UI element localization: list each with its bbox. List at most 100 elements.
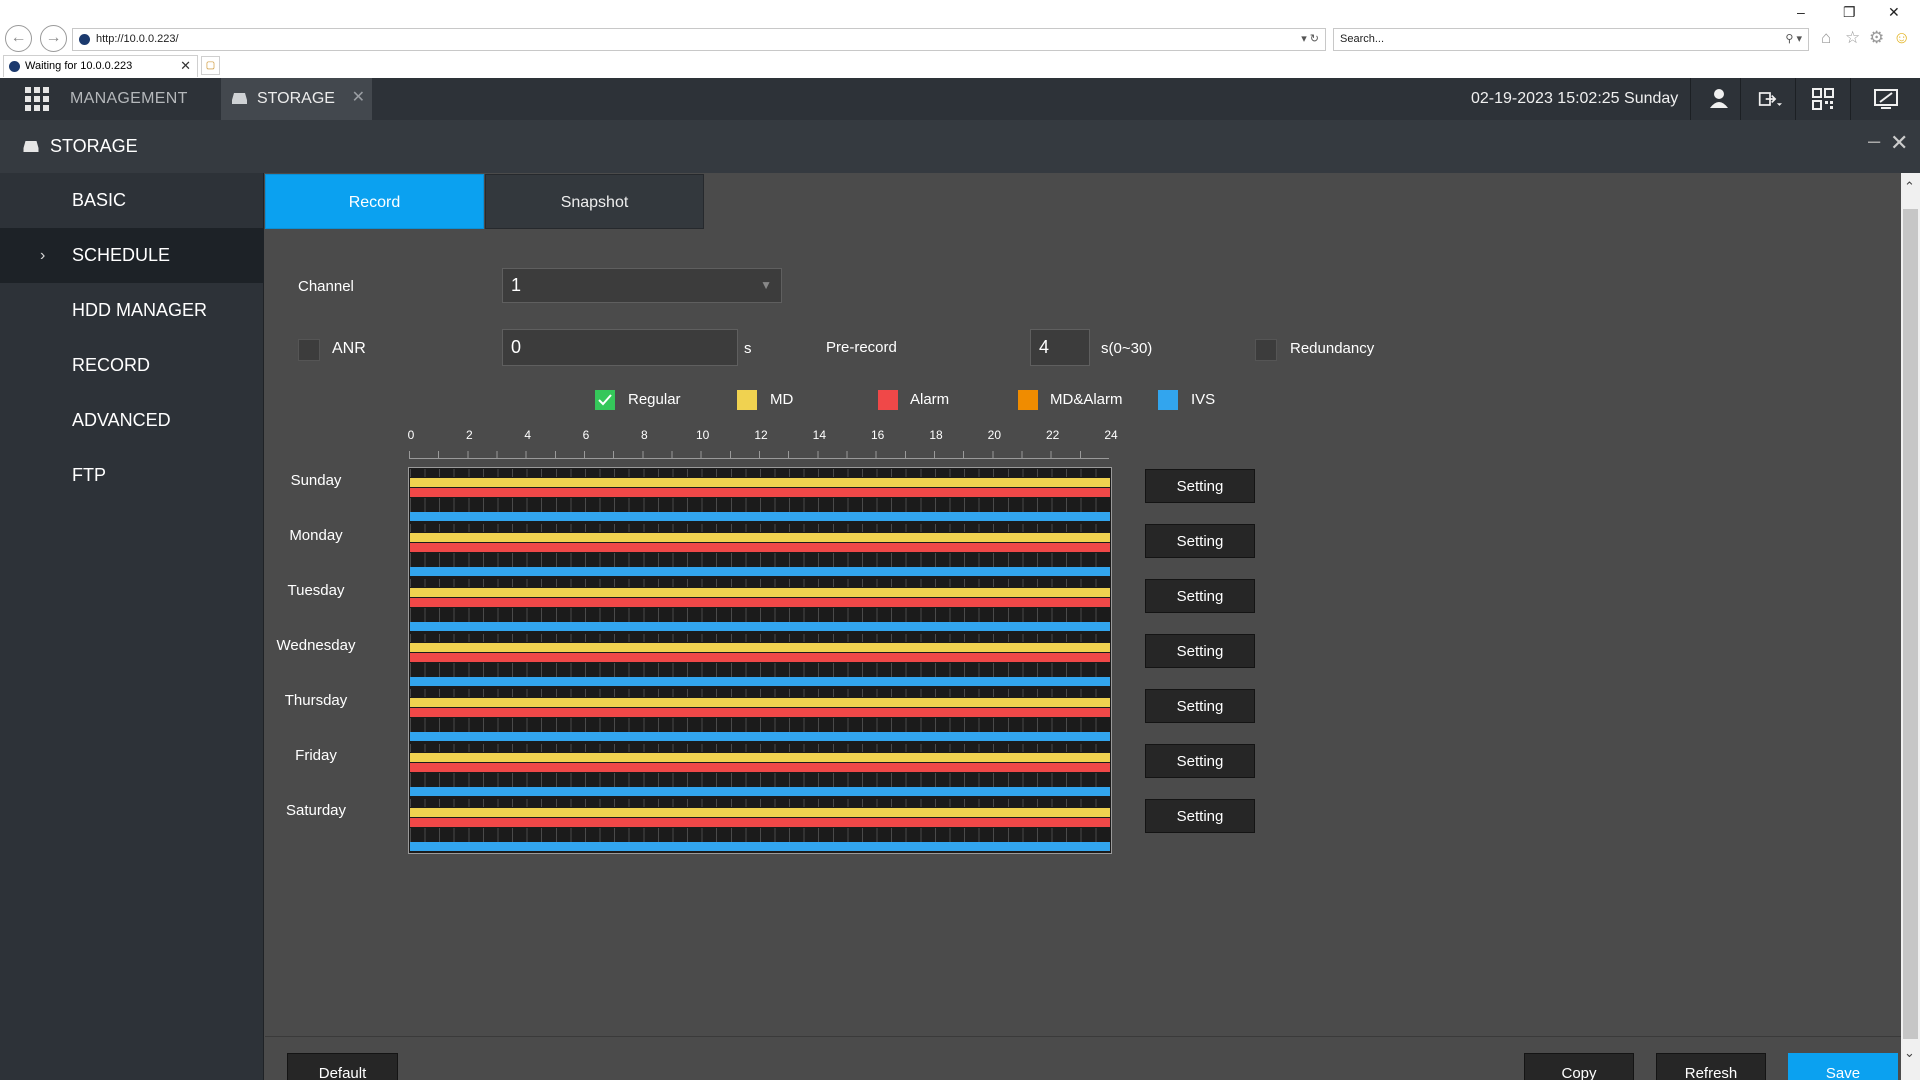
channel-select[interactable]: 1 ▼ bbox=[502, 268, 782, 303]
setting-button-wednesday[interactable]: Setting bbox=[1145, 634, 1255, 668]
ivs-schedule-strip[interactable] bbox=[410, 787, 1110, 796]
alarm-schedule-strip[interactable] bbox=[410, 653, 1110, 662]
setting-button-friday[interactable]: Setting bbox=[1145, 744, 1255, 778]
tick-strip[interactable] bbox=[410, 524, 1110, 532]
md-schedule-strip[interactable] bbox=[410, 588, 1110, 597]
fullscreen-monitor-icon[interactable] bbox=[1874, 88, 1898, 110]
close-panel-icon[interactable]: ✕ bbox=[1890, 130, 1909, 155]
setting-button-monday[interactable]: Setting bbox=[1145, 524, 1255, 558]
default-button[interactable]: Default bbox=[287, 1053, 398, 1080]
management-menu[interactable]: MANAGEMENT bbox=[70, 90, 188, 107]
disk-icon bbox=[232, 93, 247, 104]
setting-button-saturday[interactable]: Setting bbox=[1145, 799, 1255, 833]
sidebar-item-label: ADVANCED bbox=[72, 410, 171, 430]
restore-window-icon[interactable]: ❐ bbox=[1843, 4, 1856, 20]
prerecord-input[interactable]: 4 bbox=[1030, 329, 1090, 366]
md-checkbox[interactable] bbox=[737, 390, 757, 410]
alarm-schedule-strip[interactable] bbox=[410, 598, 1110, 607]
new-tab-button[interactable]: ▢ bbox=[201, 56, 220, 75]
alarm-schedule-strip[interactable] bbox=[410, 488, 1110, 497]
md-schedule-strip[interactable] bbox=[410, 698, 1110, 707]
browser-tab[interactable]: Waiting for 10.0.0.223 ✕ bbox=[3, 55, 198, 77]
vertical-scrollbar[interactable]: ⌃ ⌄ bbox=[1901, 173, 1920, 1080]
ivs-schedule-strip[interactable] bbox=[410, 677, 1110, 686]
search-icon[interactable]: ⚲ ▾ bbox=[1785, 33, 1802, 45]
sidebar-item-ftp[interactable]: FTP bbox=[0, 448, 264, 503]
scrollbar-thumb[interactable] bbox=[1903, 209, 1918, 1039]
sidebar-item-schedule[interactable]: › SCHEDULE bbox=[0, 228, 264, 283]
sidebar-item-advanced[interactable]: ADVANCED bbox=[0, 393, 264, 448]
ivs-schedule-strip[interactable] bbox=[410, 622, 1110, 631]
alarm-schedule-strip[interactable] bbox=[410, 818, 1110, 827]
tick-strip[interactable] bbox=[410, 469, 1110, 477]
settings-gear-icon[interactable]: ⚙ bbox=[1869, 28, 1885, 47]
tab-snapshot[interactable]: Snapshot bbox=[485, 174, 704, 229]
sidebar-item-hdd-manager[interactable]: HDD MANAGER bbox=[0, 283, 264, 338]
alarm-schedule-strip[interactable] bbox=[410, 708, 1110, 717]
minimize-panel-icon[interactable]: – bbox=[1868, 128, 1881, 153]
tick-strip[interactable] bbox=[410, 689, 1110, 697]
ivs-schedule-strip[interactable] bbox=[410, 842, 1110, 851]
tick-strip[interactable] bbox=[410, 773, 1110, 787]
tick-strip[interactable] bbox=[410, 744, 1110, 752]
anr-input[interactable]: 0 bbox=[502, 329, 738, 366]
tick-strip[interactable] bbox=[410, 718, 1110, 732]
tick-strip[interactable] bbox=[410, 828, 1110, 842]
anr-checkbox[interactable] bbox=[298, 339, 320, 361]
apps-grid-icon[interactable] bbox=[25, 87, 49, 111]
scroll-up-icon[interactable]: ⌃ bbox=[1904, 179, 1915, 194]
alarm-schedule-strip[interactable] bbox=[410, 763, 1110, 772]
ivs-schedule-strip[interactable] bbox=[410, 567, 1110, 576]
ivs-schedule-strip[interactable] bbox=[410, 732, 1110, 741]
setting-button-thursday[interactable]: Setting bbox=[1145, 689, 1255, 723]
search-input[interactable]: Search... ⚲ ▾ bbox=[1333, 28, 1809, 51]
close-tab-icon[interactable]: ✕ bbox=[180, 58, 191, 73]
ivs-checkbox[interactable] bbox=[1158, 390, 1178, 410]
home-icon[interactable]: ⌂ bbox=[1821, 28, 1832, 47]
tab-record[interactable]: Record bbox=[265, 174, 484, 229]
refresh-button[interactable]: Refresh bbox=[1656, 1053, 1766, 1080]
md-schedule-strip[interactable] bbox=[410, 643, 1110, 652]
save-button[interactable]: Save bbox=[1788, 1053, 1898, 1080]
tick-strip[interactable] bbox=[410, 553, 1110, 567]
setting-button-tuesday[interactable]: Setting bbox=[1145, 579, 1255, 613]
tick-strip[interactable] bbox=[410, 663, 1110, 677]
sidebar-item-record[interactable]: RECORD bbox=[0, 338, 264, 393]
redundancy-checkbox[interactable] bbox=[1255, 339, 1277, 361]
regular-checkbox[interactable] bbox=[595, 390, 615, 410]
user-icon[interactable] bbox=[1707, 88, 1731, 110]
tick-strip[interactable] bbox=[410, 799, 1110, 807]
storage-app-tab[interactable]: STORAGE ✕ bbox=[221, 78, 372, 120]
minimize-window-icon[interactable]: – bbox=[1797, 4, 1805, 20]
scroll-down-icon[interactable]: ⌄ bbox=[1904, 1045, 1915, 1060]
logout-icon[interactable] bbox=[1758, 88, 1782, 110]
md-alarm-checkbox[interactable] bbox=[1018, 390, 1038, 410]
back-icon[interactable]: ← bbox=[5, 25, 32, 52]
alarm-schedule-strip[interactable] bbox=[410, 543, 1110, 552]
tick-strip[interactable] bbox=[410, 498, 1110, 512]
refresh-icon[interactable]: ▾ ↻ bbox=[1301, 33, 1319, 45]
tick-strip[interactable] bbox=[410, 634, 1110, 642]
sidebar-item-basic[interactable]: BASIC bbox=[0, 173, 264, 228]
md-schedule-strip[interactable] bbox=[410, 478, 1110, 487]
setting-button-sunday[interactable]: Setting bbox=[1145, 469, 1255, 503]
close-storage-tab-icon[interactable]: ✕ bbox=[351, 89, 365, 106]
smiley-icon[interactable]: ☺ bbox=[1893, 28, 1911, 47]
md-schedule-strip[interactable] bbox=[410, 533, 1110, 542]
copy-button[interactable]: Copy bbox=[1524, 1053, 1634, 1080]
tick-strip[interactable] bbox=[410, 579, 1110, 587]
anr-label: ANR bbox=[332, 340, 366, 357]
favorites-star-icon[interactable]: ☆ bbox=[1845, 28, 1861, 47]
ivs-schedule-strip[interactable] bbox=[410, 512, 1110, 521]
qr-code-icon[interactable] bbox=[1811, 88, 1835, 110]
address-bar[interactable]: http://10.0.0.223/ ▾ ↻ bbox=[72, 28, 1326, 51]
md-schedule-strip[interactable] bbox=[410, 808, 1110, 817]
forward-icon[interactable]: → bbox=[40, 25, 67, 52]
chevron-right-icon: › bbox=[40, 247, 46, 264]
alarm-checkbox[interactable] bbox=[878, 390, 898, 410]
schedule-timeline[interactable] bbox=[408, 467, 1112, 854]
legend-regular: Regular bbox=[628, 391, 681, 408]
tick-strip[interactable] bbox=[410, 608, 1110, 622]
md-schedule-strip[interactable] bbox=[410, 753, 1110, 762]
close-window-icon[interactable]: ✕ bbox=[1888, 4, 1900, 20]
